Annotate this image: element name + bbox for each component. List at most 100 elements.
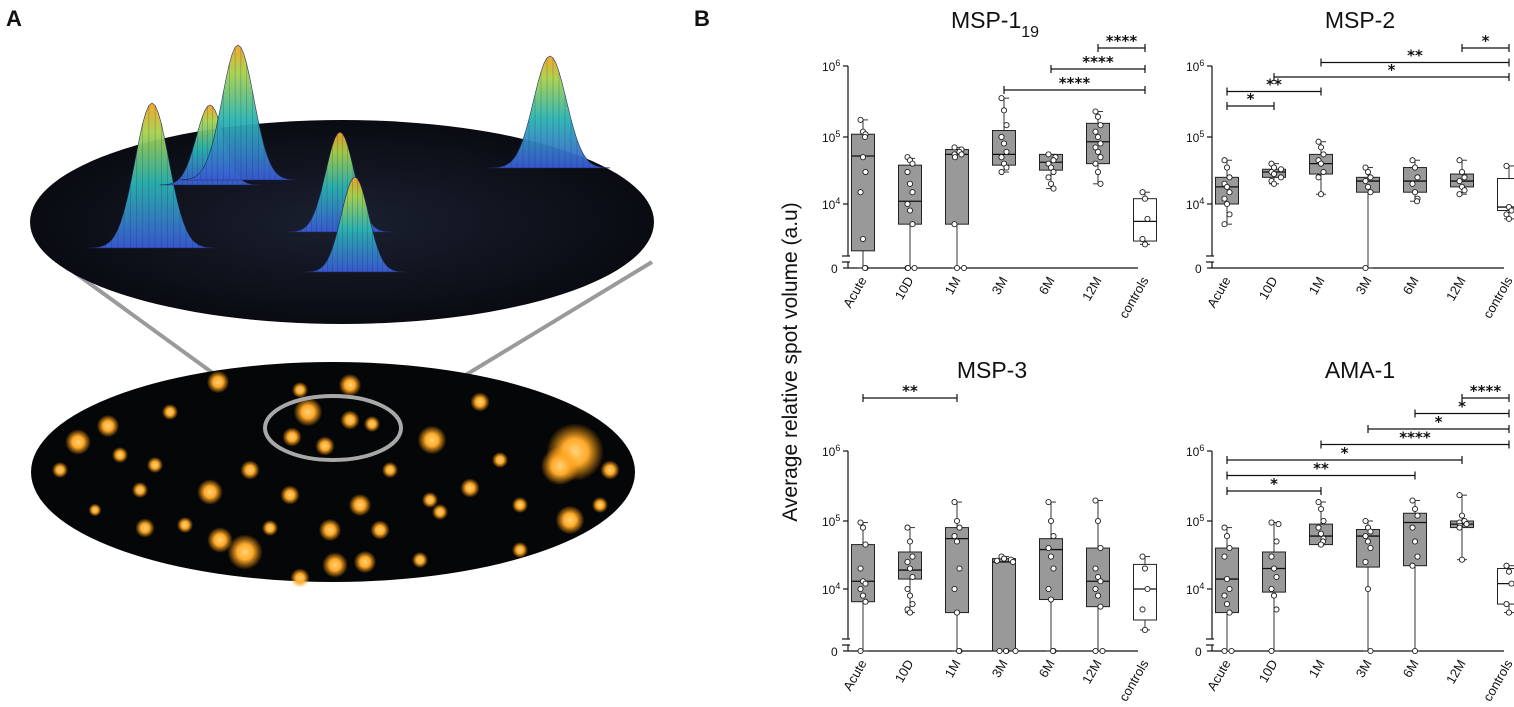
data-point xyxy=(1047,164,1055,171)
x-tick-label: Acute xyxy=(1204,657,1234,693)
data-point xyxy=(1050,168,1057,176)
fluorescent-spot xyxy=(592,497,608,513)
box-1m xyxy=(1309,138,1333,198)
data-point xyxy=(1409,497,1416,504)
y-tick-label: 104 xyxy=(1186,196,1204,212)
data-point xyxy=(1094,168,1102,176)
data-point xyxy=(993,557,1001,564)
data-point xyxy=(1367,647,1374,655)
fluorescent-spot xyxy=(96,414,120,438)
data-point xyxy=(1411,647,1419,655)
data-point xyxy=(862,598,869,605)
significance-stars: **** xyxy=(1082,53,1114,71)
data-point xyxy=(904,558,911,565)
chart-title: MSP-2 xyxy=(1325,7,1395,33)
data-point xyxy=(1094,113,1102,120)
box-12m xyxy=(1450,492,1474,563)
box-6m xyxy=(1039,151,1063,192)
data-point xyxy=(1094,133,1102,141)
data-point xyxy=(1097,180,1104,187)
box-3m xyxy=(992,553,1019,655)
significance-stars: ** xyxy=(902,382,918,400)
fluorescent-spot xyxy=(292,382,308,398)
data-point xyxy=(911,264,918,272)
box-body xyxy=(945,149,969,225)
data-point xyxy=(1268,585,1275,593)
data-point xyxy=(859,154,867,161)
fluorescent-spot xyxy=(348,493,372,517)
data-point xyxy=(861,133,869,141)
x-tick-label: 10D xyxy=(1256,657,1281,685)
y-tick-label: 105 xyxy=(1186,513,1204,529)
significance-stars: **** xyxy=(1399,429,1431,447)
data-point xyxy=(1503,211,1510,218)
fluorescent-spot xyxy=(338,373,362,397)
data-point xyxy=(1045,174,1052,181)
chart-title: AMA-1 xyxy=(1325,357,1395,383)
fluorescent-spot xyxy=(162,404,178,420)
box-10d xyxy=(898,154,922,272)
data-point xyxy=(1411,189,1419,196)
x-tick-label: controls xyxy=(1116,274,1152,321)
data-point xyxy=(1503,562,1510,569)
data-point xyxy=(1228,647,1235,655)
y-tick-label: 105 xyxy=(1186,129,1204,145)
significance-stars: **** xyxy=(1106,32,1138,50)
data-point xyxy=(998,168,1005,176)
data-point xyxy=(1458,168,1466,176)
data-point xyxy=(1094,517,1102,525)
data-point xyxy=(1315,174,1322,181)
data-point xyxy=(1367,174,1374,181)
significance-stars: ** xyxy=(1313,460,1329,478)
data-point xyxy=(998,154,1005,161)
data-point xyxy=(862,168,869,176)
x-tick-label: 6M xyxy=(1400,274,1422,297)
data-point xyxy=(1362,178,1369,185)
fluorescent-spot xyxy=(600,460,620,480)
fluorescent-spot xyxy=(417,425,447,455)
data-point xyxy=(1317,541,1325,548)
fluorescent-spot xyxy=(282,427,302,447)
fluorescent-spot xyxy=(540,446,580,486)
data-point xyxy=(857,565,864,572)
x-tick-label: 6M xyxy=(1036,274,1058,297)
data-point xyxy=(956,524,963,531)
significance-stars: **** xyxy=(1059,74,1091,92)
data-point xyxy=(1047,596,1055,603)
data-point xyxy=(909,189,916,196)
significance-bracket: **** xyxy=(1461,382,1510,402)
significance-bracket: **** xyxy=(1003,74,1146,94)
x-tick-label: 10D xyxy=(1256,274,1281,302)
data-point xyxy=(1456,524,1463,531)
significance-bracket: **** xyxy=(1097,32,1146,52)
significance-bracket: * xyxy=(1414,398,1510,418)
data-point xyxy=(1094,592,1102,599)
data-point xyxy=(906,180,914,187)
data-point xyxy=(1409,157,1416,164)
x-tick-label: controls xyxy=(1480,274,1514,321)
data-point xyxy=(1092,497,1099,504)
x-tick-label: 3M xyxy=(1353,657,1375,680)
data-point xyxy=(956,565,963,572)
box-6m xyxy=(1403,157,1427,205)
data-point xyxy=(904,264,912,272)
data-point xyxy=(1508,580,1514,587)
fluorescent-spot xyxy=(207,527,233,553)
y-tick-label: 104 xyxy=(822,581,840,597)
data-point xyxy=(859,524,867,531)
significance-stars: * xyxy=(1388,61,1396,79)
data-point xyxy=(1317,191,1325,198)
data-point xyxy=(1268,519,1275,526)
data-point xyxy=(1226,545,1233,552)
data-point xyxy=(1508,207,1514,214)
data-point xyxy=(1223,200,1231,208)
y-tick-label-zero: 0 xyxy=(831,262,838,276)
significance-stars: ** xyxy=(1407,47,1423,65)
x-tick-label: 1M xyxy=(942,274,964,297)
data-point xyxy=(906,609,914,616)
data-point xyxy=(1362,264,1369,272)
data-point xyxy=(1503,162,1510,169)
data-point xyxy=(1097,578,1104,585)
intensity-peak xyxy=(489,55,611,169)
